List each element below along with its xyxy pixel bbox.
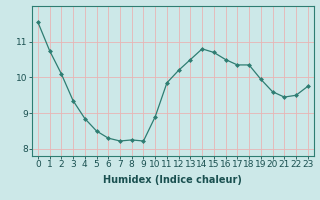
X-axis label: Humidex (Indice chaleur): Humidex (Indice chaleur) (103, 175, 242, 185)
